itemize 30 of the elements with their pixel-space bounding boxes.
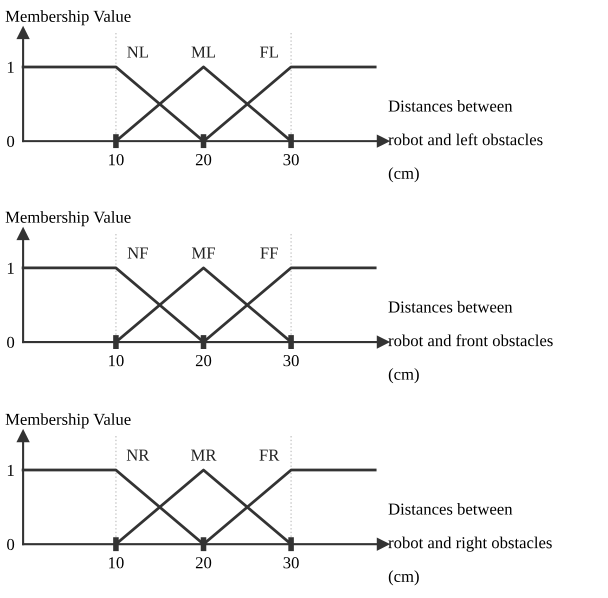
series-label: FF xyxy=(260,248,278,258)
series-label: FL xyxy=(260,46,278,58)
x-tick-label: 10 xyxy=(109,154,124,166)
y-tick-label: 0 xyxy=(7,538,14,550)
x-tick-label: 20 xyxy=(196,154,212,166)
y-tick-label: 1 xyxy=(8,62,14,73)
text: Distances between robot and front obstacles (cm) xyxy=(388,300,553,384)
series-label: NL xyxy=(127,46,148,58)
x-tick-label: 30 xyxy=(284,355,299,366)
x-tick-label: 20 xyxy=(196,355,212,366)
text: Distances between robot and right obstacles (cm) xyxy=(388,502,552,586)
y-tick-label: 0 xyxy=(7,136,14,148)
series-label: MF xyxy=(192,248,215,258)
x-tick-label: 20 xyxy=(196,557,212,568)
x-tick-label: 10 xyxy=(109,557,124,568)
y-tick-label: 1 xyxy=(8,262,14,274)
series-label: NF xyxy=(128,248,148,258)
y-tick-label: 0 xyxy=(7,336,14,348)
x-tick-label: 30 xyxy=(284,154,299,166)
y-axis-title: Membership Value xyxy=(6,413,131,428)
series-label: NR xyxy=(126,450,150,461)
x-tick-label: 10 xyxy=(109,355,124,366)
series-label: MR xyxy=(191,450,216,461)
x-tick-label: 30 xyxy=(284,557,299,568)
text: Distances between robot and left obstacles (cm) xyxy=(388,100,543,182)
series-label: FR xyxy=(259,450,280,461)
y-axis-title: Membership Value xyxy=(6,10,131,26)
series-label: ML xyxy=(191,46,216,58)
y-tick-label: 1 xyxy=(8,464,14,476)
y-axis-title: Membership Value xyxy=(6,211,131,226)
